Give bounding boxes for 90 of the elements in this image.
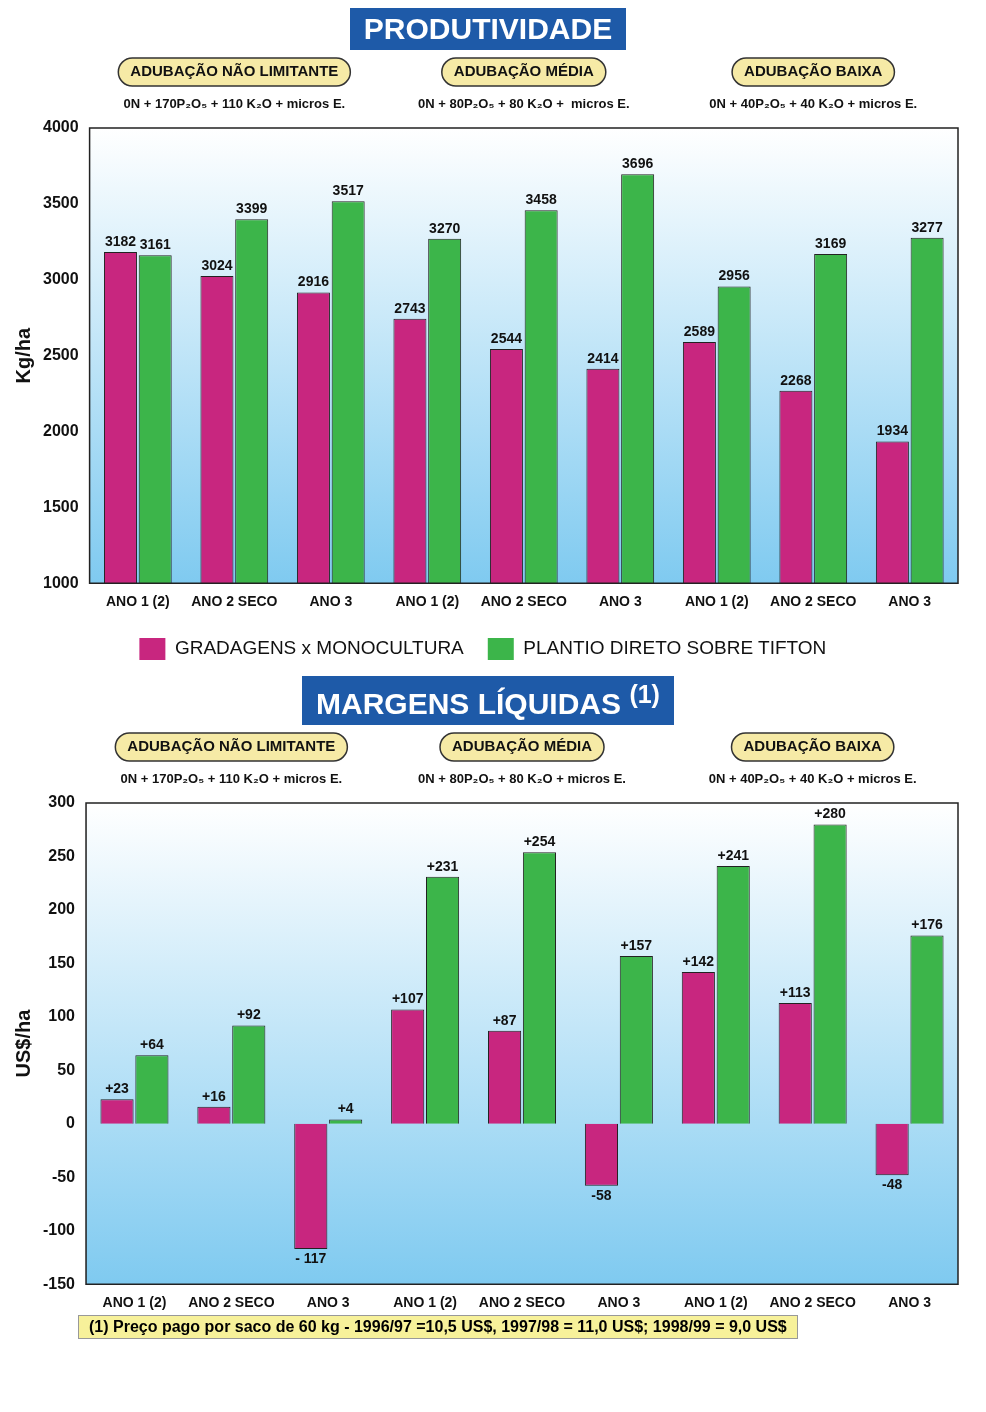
x-tick-label: ANO 1 (2) [683,1294,748,1311]
x-tick-label: ANO 3 [309,593,353,610]
data-label: +142 [682,952,715,969]
x-tick-label: ANO 3 [597,1294,641,1311]
data-label: +16 [202,1087,226,1104]
x-tick-label: ANO 3 [888,1294,932,1311]
data-label: +92 [236,1006,261,1023]
x-tick-label: ANO 2 SECO [480,593,568,610]
x-tick-label: ANO 1 (2) [393,1294,458,1311]
text: 0N + 80P₂O₅ + 80 K₂O + micros E. [418,770,626,786]
text: ADUBAÇÃO MÉDIA [452,737,593,755]
x-tick-label: ANO 1 (2) [102,1294,167,1311]
data-label: +157 [620,936,653,953]
y-tick-label: 3000 [43,270,79,288]
data-label: 3182 [104,232,137,249]
text: ADUBAÇÃO NÃO LIMITANTE [127,737,336,755]
x-tick-label: ANO 1 (2) [684,593,749,610]
data-label: 3270 [429,219,461,236]
text: ADUBAÇÃO BAIXA [744,62,883,80]
y-tick-label: 100 [48,1007,76,1025]
x-tick-label: ANO 1 (2) [105,593,170,610]
data-label: +107 [391,990,424,1007]
data-label: -58 [591,1186,612,1203]
chart-title: PRODUTIVIDADE [349,8,627,50]
text: 0N + 170P₂O₅ + 110 K₂O + micros E. [120,770,343,786]
data-label: +113 [779,983,811,1000]
data-label: 3169 [815,234,847,251]
data-label: +231 [426,857,459,874]
y-tick-label: 1500 [43,497,79,515]
data-label: +4 [337,1100,354,1117]
y-axis-title: US$/ha [11,1008,34,1078]
text: ADUBAÇÃO MÉDIA [453,62,594,80]
x-tick-label: ANO 1 (2) [395,593,460,610]
text: ADUBAÇÃO NÃO LIMITANTE [130,62,339,80]
data-label: 3277 [911,218,943,235]
data-label: 3696 [622,154,654,171]
data-label: - 117 [295,1249,327,1266]
data-label: +241 [717,846,750,863]
x-tick-label: ANO 2 SECO [770,593,857,610]
x-tick-label: ANO 2 SECO [188,1294,275,1311]
y-tick-label: 2000 [43,421,79,439]
data-label: +280 [814,805,847,822]
y-tick-label: 250 [48,846,76,864]
data-label: 2544 [490,329,523,346]
data-label: 3399 [236,200,268,217]
text: (1) Preço pago por saco de 60 kg - 1996/97 =10,5 US$, 1997/98 = 11,0 US$; 1998/99 = 9,0 US$ [78,1315,798,1339]
text: 0N + 170P₂O₅ + 110 K₂O + micros E. [123,95,346,111]
y-tick-label: 0 [66,1114,76,1132]
data-label: 2956 [718,267,750,284]
data-label: +23 [105,1080,130,1097]
y-tick-label: -100 [42,1221,76,1239]
data-label: +87 [492,1011,517,1028]
chart-title: MARGENS LÍQUIDAS $^{(1)}$ [302,676,674,725]
data-label: +176 [911,916,943,933]
data-label: +64 [140,1036,164,1053]
x-tick-label: ANO 2 SECO [769,1294,856,1311]
text: 0N + 80P₂O₅ + 80 K₂O + micros E. [418,95,630,111]
y-tick-label: 200 [48,900,76,918]
data-label: 3458 [525,191,557,208]
y-tick-label: 2500 [43,346,79,364]
x-tick-label: ANO 3 [888,593,932,610]
data-label: 2916 [297,273,330,290]
data-label: 1934 [876,422,909,439]
data-label: 2743 [394,299,426,316]
y-tick-label: -50 [51,1167,76,1185]
legend-label: PLANTIO DIRETO SOBRE TIFTON [523,637,827,659]
text: 0N + 40P₂O₅ + 40 K₂O + micros E. [708,770,917,786]
x-tick-label: ANO 3 [598,593,642,610]
y-tick-label: 50 [57,1060,76,1078]
y-tick-label: 1000 [43,573,79,591]
data-label: 2589 [683,322,716,339]
data-label: 3517 [332,182,364,199]
data-label: +254 [523,833,556,850]
data-label: 2414 [587,349,619,366]
y-tick-label: 300 [48,793,76,811]
data-label: 3161 [139,236,171,253]
text: ADUBAÇÃO BAIXA [743,737,882,755]
data-label: -48 [882,1175,903,1192]
y-axis-title: Kg/ha [11,326,34,384]
data-label: 3024 [201,256,233,273]
data-label: 2268 [780,371,812,388]
y-tick-label: -150 [42,1274,76,1292]
x-tick-label: ANO 3 [306,1294,350,1311]
x-tick-label: ANO 2 SECO [191,593,278,610]
legend-label: GRADAGENS x MONOCULTURA [174,637,465,659]
text: 0N + 40P₂O₅ + 40 K₂O + micros E. [709,95,918,111]
y-tick-label: 150 [48,953,76,971]
y-tick-label: 4000 [43,118,79,136]
x-tick-label: ANO 2 SECO [478,1294,566,1311]
y-tick-label: 3500 [43,194,79,212]
